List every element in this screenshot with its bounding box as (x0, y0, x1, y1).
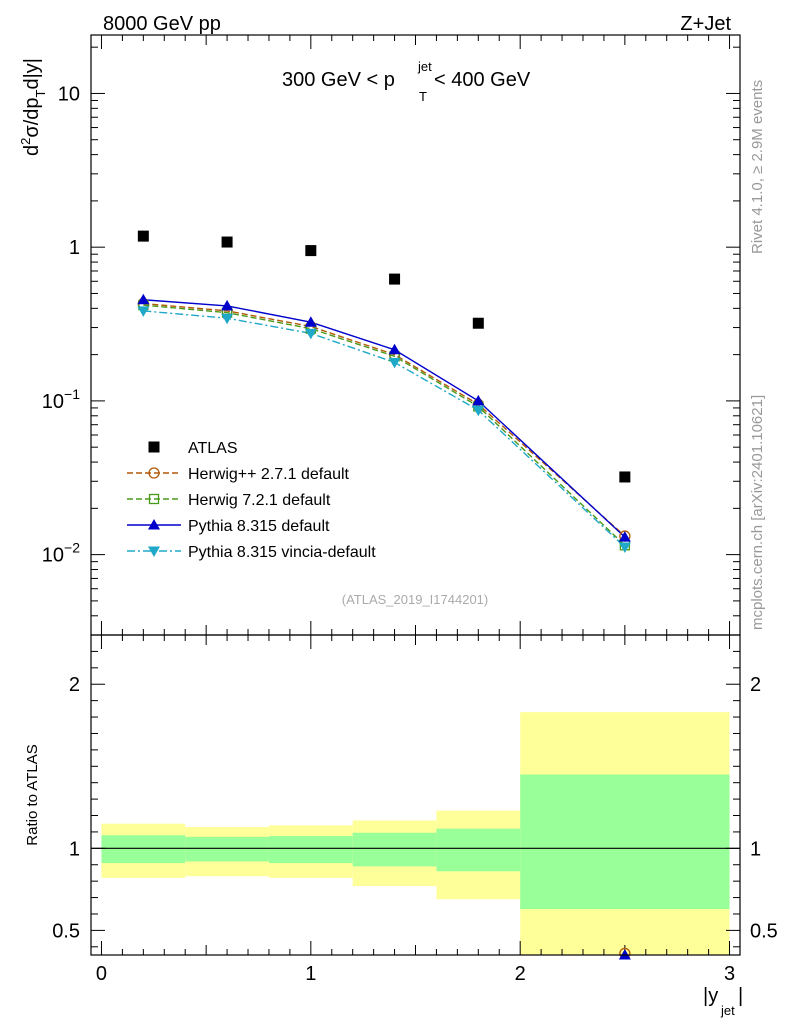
series-lines (143, 299, 626, 548)
stat-band-1 (185, 836, 269, 862)
series-line-1 (143, 302, 626, 537)
x-tick-label: 3 (724, 963, 735, 985)
ratio-point (618, 949, 631, 960)
series-line-2 (143, 304, 626, 546)
series-3-point (388, 343, 401, 355)
ratio-ylabel: Ratio to ATLAS (24, 744, 41, 845)
rivet-label: Rivet 4.1.0, ≥ 2.9M events (749, 80, 766, 254)
xlabel-sub: jet (720, 1003, 735, 1018)
x-tick-label: 0 (96, 963, 107, 985)
series-4-point (388, 357, 401, 369)
series-line-3 (143, 299, 626, 538)
stat-band-5 (520, 774, 730, 910)
legend-label: Pythia 8.315 vincia-default (188, 544, 376, 561)
series-3-point (472, 394, 485, 406)
legend-label: Pythia 8.315 default (188, 518, 330, 535)
ratio-y-tick-label-right: 1 (750, 838, 761, 860)
series-markers (137, 230, 631, 554)
main-ylabel: d2σ/dpTd|y| (18, 58, 48, 156)
ratio-y-tick-label-right: 0.5 (750, 920, 778, 942)
series-4-point (137, 306, 150, 317)
title-sub: T (419, 89, 427, 104)
stat-band-4 (436, 828, 521, 872)
title-post: < 400 GeV (434, 69, 531, 91)
series-0-point (305, 245, 317, 257)
svg-text:d2σ/dpTd|y|: d2σ/dpTd|y| (18, 58, 48, 156)
y-tick-label: 10−2 (42, 540, 80, 567)
x-axis-label: |y jet | (703, 985, 743, 1018)
series-3-point (618, 531, 631, 542)
series-0-point (619, 471, 631, 483)
header-right: Z+Jet (680, 13, 731, 35)
mcplots-label: mcplots.cern.ch [arXiv:2401.10621] (749, 395, 766, 630)
legend-marker (148, 467, 160, 479)
ratio-axis-ticks: 0 1 2 3 0.5 0.5 1 1 2 2 (52, 635, 778, 985)
series-0-point (137, 230, 149, 242)
legend-marker (148, 519, 160, 530)
series-0-point (221, 236, 233, 248)
ratio-points (618, 947, 631, 960)
ratio-y-tick-label-left: 2 (69, 674, 80, 696)
x-tick-label: 2 (515, 963, 526, 985)
main-axis-ticks: 10−2 10−1 1 10 (42, 35, 740, 636)
ratio-y-tick-label-left: 1 (69, 838, 80, 860)
legend-marker (148, 441, 160, 453)
legend-label: Herwig++ 2.7.1 default (188, 466, 350, 483)
xlabel-end: | (738, 985, 743, 1007)
series-4-point (472, 405, 485, 417)
legend-marker (148, 546, 160, 557)
main-title: 300 GeV < p jet T < 400 GeV (282, 59, 531, 104)
ratio-y-tick-label-left: 0.5 (52, 920, 80, 942)
series-3-point (137, 293, 150, 305)
series-4-point (618, 542, 631, 554)
stat-band-0 (101, 835, 186, 864)
series-0-point (389, 273, 401, 285)
ylabel-b: σ/dp (21, 97, 43, 137)
legend-label: ATLAS (188, 440, 238, 457)
series-3-point (304, 316, 317, 327)
series-0-point (472, 317, 484, 329)
title-sup: jet (417, 59, 432, 74)
ylabel-a: d (21, 145, 43, 156)
stat-band-2 (268, 836, 353, 864)
y-tick-label: 10−1 (42, 386, 80, 413)
ylabel-c: d|y| (21, 58, 43, 90)
legend-marker (148, 493, 160, 505)
ylabel-sub: T (33, 89, 48, 97)
header-left: 8000 GeV pp (103, 13, 221, 35)
analysis-id: (ATLAS_2019_I1744201) (342, 592, 488, 607)
xlabel-main: |y (703, 985, 718, 1007)
series-3-point (221, 299, 234, 311)
legend-label: Herwig 7.2.1 default (188, 492, 331, 509)
x-tick-label: 1 (305, 963, 316, 985)
series-4-point (304, 328, 317, 340)
stat-band-3 (352, 832, 437, 867)
ratio-bands (101, 712, 730, 955)
y-tick-label: 10 (58, 83, 80, 105)
series-4-point (221, 313, 234, 325)
y-tick-label: 1 (69, 237, 80, 259)
title-pre: 300 GeV < p (282, 69, 395, 91)
series-line-4 (143, 310, 626, 548)
ratio-y-tick-label-right: 2 (750, 674, 761, 696)
legend: ATLAS Herwig++ 2.7.1 default Herwig 7.2.1 … (127, 440, 376, 561)
ratio-frame (90, 634, 741, 956)
ylabel-sup: 2 (18, 138, 33, 145)
